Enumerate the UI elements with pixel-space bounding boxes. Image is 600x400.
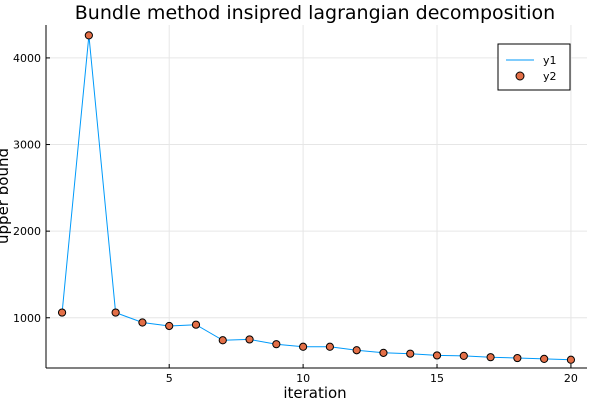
data-point-y2 <box>138 318 147 327</box>
data-point-y2 <box>111 308 120 317</box>
data-point-y2 <box>486 353 495 362</box>
x-tick-label: 20 <box>564 372 578 385</box>
series-group <box>57 31 576 364</box>
x-tick-label: 10 <box>296 372 310 385</box>
legend-marker-swatch <box>515 71 525 81</box>
y-tick-label: 1000 <box>13 312 41 325</box>
data-point-y2 <box>432 351 442 360</box>
legend-label: y1 <box>543 54 557 67</box>
data-point-y2 <box>325 342 334 351</box>
data-point-y2 <box>352 346 361 355</box>
data-point-y2 <box>191 320 201 329</box>
y-axis-label: upper bound <box>0 148 12 244</box>
x-tick-label: 15 <box>430 372 444 385</box>
tick-labels: 5 10 15 20 1000 2000 3000 4000 <box>13 52 578 385</box>
legend-box <box>497 43 571 91</box>
data-point-y2 <box>379 348 388 357</box>
data-point-y2 <box>84 31 93 40</box>
data-point-y2 <box>57 308 67 317</box>
data-point-y2 <box>245 335 254 344</box>
y-tick-label: 4000 <box>13 52 41 65</box>
data-point-y2 <box>459 351 468 360</box>
y-tick-label: 2000 <box>13 225 41 238</box>
data-point-y2 <box>566 355 576 364</box>
data-point-y2 <box>299 342 308 351</box>
series-line-y1 <box>61 35 571 361</box>
data-point-y2 <box>218 336 227 345</box>
y-tick-label: 3000 <box>13 139 41 152</box>
data-point-y2 <box>165 321 174 331</box>
data-point-y2 <box>406 349 415 358</box>
legend-label: y2 <box>543 70 557 83</box>
x-tick-label: 5 <box>166 372 173 385</box>
data-point-y2 <box>540 354 549 364</box>
x-axis-label: iteration <box>283 384 346 400</box>
chart-title: Bundle method insipred lagrangian decomp… <box>75 2 555 24</box>
axes <box>45 25 587 369</box>
data-point-y2 <box>272 340 281 349</box>
grid <box>46 25 587 368</box>
data-point-y2 <box>513 353 522 363</box>
